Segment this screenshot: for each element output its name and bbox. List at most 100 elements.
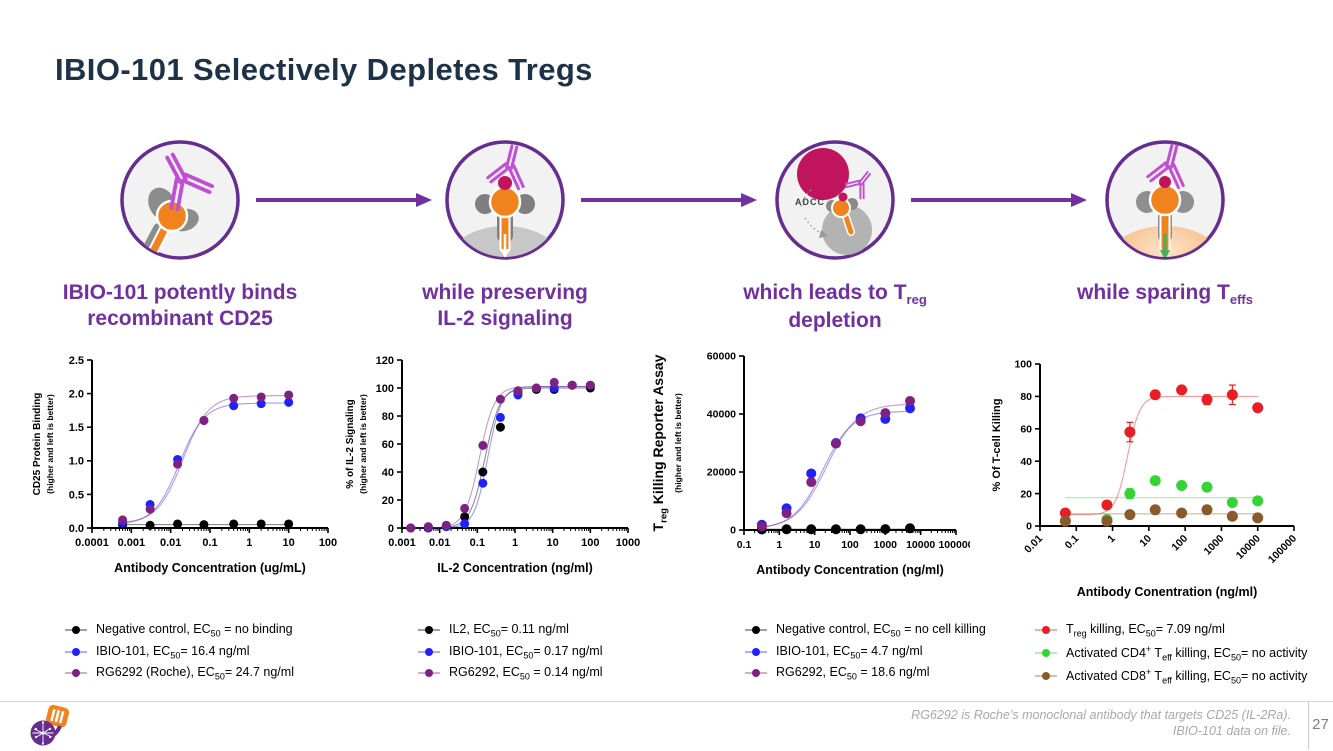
slide-title: IBIO-101 Selectively Depletes Tregs (55, 52, 593, 87)
svg-text:20: 20 (382, 495, 394, 507)
svg-text:0: 0 (388, 523, 394, 535)
svg-text:100000: 100000 (1266, 533, 1299, 566)
legend-marker-icon (1035, 672, 1057, 681)
svg-text:10: 10 (1137, 533, 1154, 550)
il2-molecule-icon (1159, 176, 1171, 188)
svg-text:2.0: 2.0 (69, 388, 84, 400)
legend-marker-icon (65, 669, 87, 678)
svg-text:1.5: 1.5 (69, 422, 84, 434)
legend-marker-icon (65, 647, 87, 656)
legend-item: IBIO-101, EC50= 4.7 ng/ml (745, 644, 986, 660)
svg-text:100: 100 (319, 537, 337, 549)
svg-text:80: 80 (1020, 391, 1032, 403)
legend-item: Negative control, EC50 = no binding (65, 622, 294, 639)
svg-text:1: 1 (1105, 533, 1118, 546)
svg-text:0.5: 0.5 (69, 489, 84, 501)
antibody-cd25-binding-icon (118, 138, 242, 262)
legend-item: IL2, EC50= 0.11 ng/ml (418, 622, 603, 639)
footnote-line-2: IBIO-101 data on file. (1172, 724, 1291, 739)
caption-line: recombinant CD25 (87, 306, 273, 330)
legend-cd25-binding: Negative control, EC50 = no binding IBIO-… (65, 622, 294, 687)
svg-text:10: 10 (283, 537, 295, 549)
svg-text:1.0: 1.0 (69, 456, 84, 468)
svg-text:100: 100 (1169, 533, 1190, 554)
svg-text:2.5: 2.5 (69, 355, 84, 367)
cd25-receptor-icon (826, 192, 858, 236)
svg-text:(higher and left is better): (higher and left is better) (358, 394, 368, 494)
svg-text:0.001: 0.001 (118, 537, 146, 549)
step-arrow-icon (579, 192, 757, 208)
svg-text:(higher and left is better): (higher and left is better) (673, 393, 683, 493)
legend-item: RG6292, EC50 = 18.6 ng/ml (745, 665, 986, 682)
svg-text:Treg Killing Reporter Assay: Treg Killing Reporter Assay (650, 354, 669, 531)
svg-text:80: 80 (382, 411, 394, 423)
adcc-label: ADCC (795, 197, 825, 207)
svg-text:CD25 Protein Binding: CD25 Protein Binding (32, 393, 43, 496)
signal-arrow-icon (500, 249, 510, 257)
step-caption-4: while sparing Teffs (995, 280, 1333, 308)
page-number-divider (1308, 701, 1309, 749)
legend-label: Negative control, EC50 = no binding (96, 622, 293, 639)
teff-cell-shape (1108, 226, 1222, 257)
step-caption-3: which leads to Treg depletion (665, 280, 1005, 334)
chart-tcell-killing: 0.01 0.1 1 10 100 1000 10000 100000 0 20 40 60 80 100… (986, 350, 1320, 607)
svg-text:40: 40 (1020, 456, 1032, 468)
svg-text:100000: 100000 (938, 539, 970, 551)
svg-text:1: 1 (776, 539, 782, 551)
svg-text:0.1: 0.1 (1063, 533, 1082, 552)
step-arrow-icon (254, 192, 432, 208)
legend-item: Treg killing, EC50= 7.09 ng/ml (1035, 622, 1307, 639)
footnote: RG6292 is Roche’s monoclonal antibody th… (911, 707, 1291, 740)
svg-text:10000: 10000 (1234, 533, 1263, 562)
svg-text:1000: 1000 (1202, 533, 1227, 558)
legend-label: Treg killing, EC50= 7.09 ng/ml (1066, 622, 1225, 639)
legend-label: IBIO-101, EC50= 0.17 ng/ml (449, 643, 603, 661)
legend-marker-icon (418, 669, 440, 678)
chart-svg: 0.0001 0.001 0.01 0.1 1 10 100 0.0 0.5 1.0 1.5 2.0 2… (32, 355, 337, 575)
mechanism-circle-2 (445, 140, 565, 260)
nk-cell-shape (797, 148, 849, 200)
svg-text:1: 1 (512, 537, 518, 549)
svg-text:1000: 1000 (616, 537, 640, 549)
legend-item: Negative control, EC50 = no cell killing (745, 622, 986, 639)
mechanism-circle-4 (1105, 140, 1225, 260)
svg-text:120: 120 (376, 355, 394, 367)
mechanism-circle-1 (120, 140, 240, 260)
svg-text:10000: 10000 (906, 539, 935, 551)
svg-text:Antibody Concentration (ug/mL): Antibody Concentration (ug/mL) (114, 561, 306, 575)
caption-line: which leads to Treg (743, 281, 927, 308)
caption-line: IBIO-101 potently binds (62, 281, 298, 304)
svg-text:40000: 40000 (707, 409, 736, 421)
ibio-logo (30, 704, 72, 746)
green-arrow-icon (1160, 250, 1170, 257)
legend-marker-icon (418, 626, 440, 635)
legend-label: RG6292, EC50 = 18.6 ng/ml (776, 665, 930, 682)
legend-label: Activated CD4+ Teff killing, EC50= no ac… (1066, 643, 1308, 663)
caption-line: IL-2 signaling (437, 306, 573, 330)
legend-label: RG6292, EC50 = 0.14 ng/ml (449, 665, 603, 682)
svg-text:0: 0 (730, 525, 736, 537)
chart-svg: 0.001 0.01 0.1 1 10 100 1000 0 20 40 60 80 100 120 IL-… (345, 355, 640, 575)
legend-marker-icon (65, 626, 87, 635)
legend-tcell-killing: Treg killing, EC50= 7.09 ng/ml Activated … (1035, 622, 1307, 691)
legend-item: RG6292, EC50 = 0.14 ng/ml (418, 665, 603, 682)
legend-marker-icon (745, 626, 767, 635)
caption-line: depletion (788, 309, 882, 333)
step-caption-1: IBIO-101 potently binds recombinant CD25 (10, 280, 350, 331)
svg-text:10: 10 (809, 539, 821, 551)
il2-signaling-icon (443, 138, 567, 262)
mechanism-circle-3: ADCC (775, 140, 895, 260)
svg-text:% of IL-2 Signaling: % of IL-2 Signaling (345, 399, 356, 488)
svg-text:0.0001: 0.0001 (75, 537, 109, 549)
svg-text:0.1: 0.1 (202, 537, 217, 549)
chart-cd25-protein-binding: 0.0001 0.001 0.01 0.1 1 10 100 0.0 0.5 1.0 1.5 2.0 2… (28, 350, 340, 587)
svg-text:100: 100 (376, 383, 394, 395)
svg-text:100: 100 (581, 537, 599, 549)
step-caption-2: while preserving IL-2 signaling (335, 280, 675, 331)
caption-line: while sparing Teffs (1076, 281, 1253, 308)
legend-marker-icon (745, 647, 767, 656)
svg-text:0.1: 0.1 (737, 539, 752, 551)
logo-orange-block (45, 704, 70, 728)
